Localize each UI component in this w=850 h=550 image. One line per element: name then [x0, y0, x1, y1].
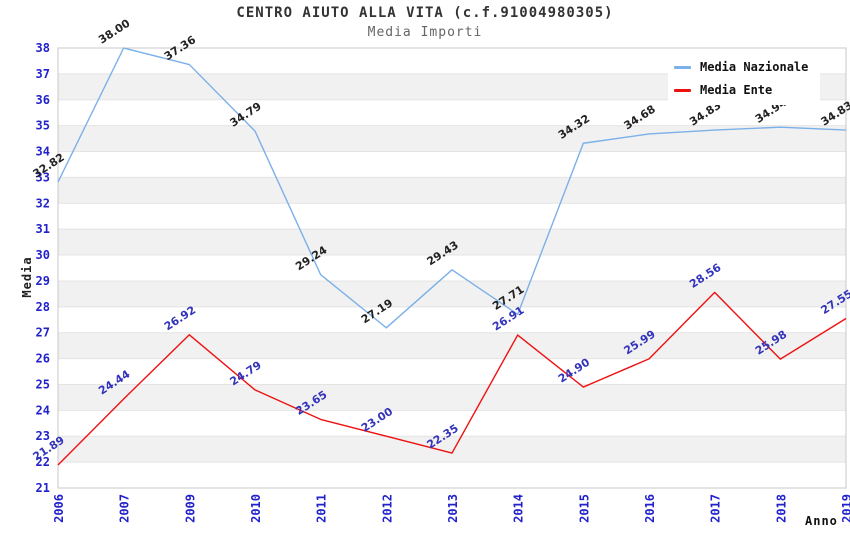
x-tick-label: 2006 [52, 494, 66, 523]
plot-border [57, 47, 847, 489]
y-tick-label: 32 [36, 196, 50, 210]
grid-band [58, 280, 846, 307]
value-label: 24.79 [228, 359, 264, 389]
grid-band [58, 229, 846, 256]
y-tick-label: 29 [36, 274, 50, 288]
legend-item-media-nazionale: Media Nazionale [674, 60, 820, 74]
y-tick-label: 22 [36, 455, 50, 469]
y-tick-label: 33 [36, 170, 50, 184]
chart-subtitle: Media Importi [367, 25, 483, 40]
value-label: 34.79 [228, 100, 264, 130]
value-label: 34.83 [819, 99, 850, 129]
y-tick-label: 34 [36, 145, 50, 159]
y-tick-label: 30 [36, 248, 50, 262]
y-tick-label: 31 [36, 222, 50, 236]
series-line-media-ente [57, 291, 847, 466]
y-tick-label: 26 [36, 352, 50, 366]
y-tick-label: 37 [36, 67, 50, 81]
y-tick-label: 24 [36, 403, 50, 417]
legend-label: Media Nazionale [700, 60, 809, 74]
y-tick-label: 35 [36, 119, 50, 133]
x-tick-label: 2018 [774, 494, 788, 523]
y-tick-label: 36 [36, 93, 50, 107]
x-tick-label: 2007 [118, 494, 132, 523]
legend: Media Nazionale Media Ente [668, 52, 820, 105]
x-tick-label: 2015 [577, 494, 591, 523]
x-tick-label: 2013 [446, 494, 460, 523]
x-tick-label: 2017 [709, 494, 723, 523]
x-axis-title: Anno [805, 514, 838, 528]
legend-item-media-ente: Media Ente [674, 83, 820, 97]
x-tick-label: 2011 [315, 494, 329, 523]
x-tick-label: 2019 [840, 494, 850, 523]
y-tick-label: 38 [36, 41, 50, 55]
grid-band [58, 332, 846, 359]
chart-title: CENTRO AIUTO ALLA VITA (c.f.91004980305) [236, 5, 614, 21]
value-label: 26.92 [162, 303, 198, 333]
x-tick-label: 2016 [643, 494, 657, 523]
y-axis-title: Media [20, 256, 34, 298]
y-tick-label: 27 [36, 326, 50, 340]
legend-label: Media Ente [700, 83, 773, 97]
y-tick-label: 28 [36, 300, 50, 314]
grid-band [58, 177, 846, 204]
y-tick-label: 21 [36, 481, 50, 495]
value-label: 24.90 [556, 356, 593, 386]
x-tick-label: 2014 [512, 494, 526, 523]
grid-band [58, 384, 846, 411]
series-line-media-nazionale [57, 47, 847, 329]
y-tick-label: 25 [36, 377, 50, 391]
x-tick-label: 2012 [380, 494, 394, 523]
x-tick-label: 2009 [183, 494, 197, 523]
grid-band [58, 436, 846, 463]
red-line-marker-icon [674, 88, 691, 92]
value-label: 38.00 [96, 16, 133, 46]
blue-line-marker-icon [674, 65, 691, 69]
y-tick-label: 23 [36, 429, 50, 443]
x-tick-label: 2010 [249, 494, 263, 523]
